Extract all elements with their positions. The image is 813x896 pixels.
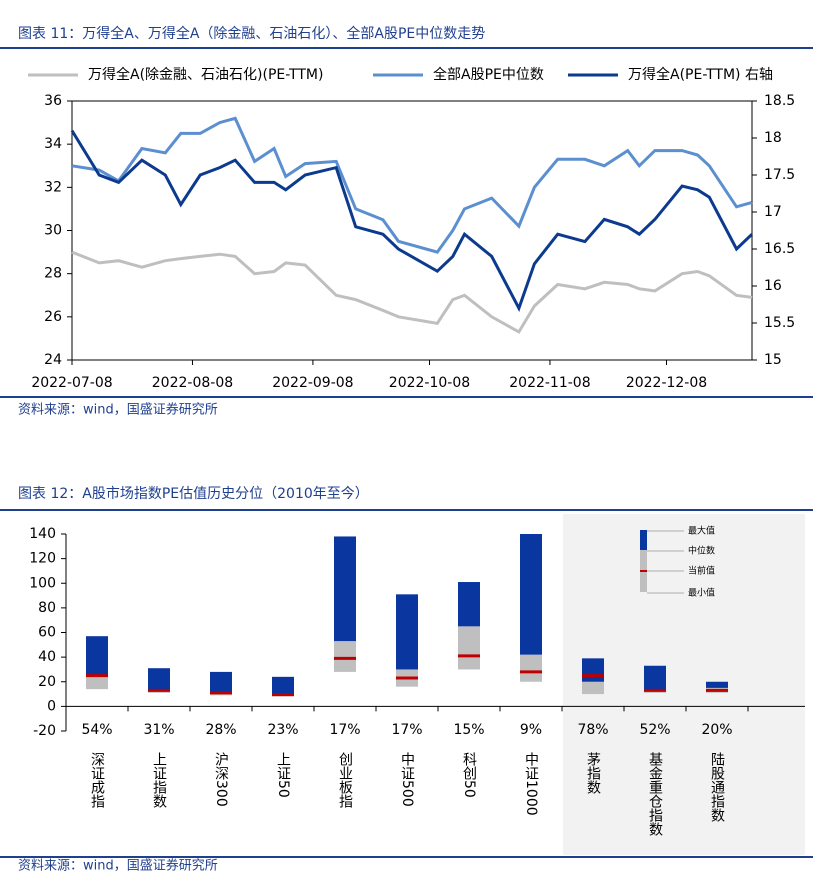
lower-range: [86, 676, 108, 690]
y-tick-label: 24: [44, 352, 62, 368]
category-label: 上证50: [275, 752, 291, 798]
lower-range: [334, 641, 356, 672]
x-tick-label: 2022-07-08: [31, 375, 112, 391]
y2-tick-label: 17: [764, 204, 782, 220]
y2-tick-label: 16: [764, 278, 782, 294]
percentile-label: 23%: [267, 722, 298, 738]
chart-title: 图表 12：A股市场指数PE估值历史分位（2010年至今）: [18, 485, 369, 502]
category-label: 中证1000: [523, 752, 539, 816]
upper-range: [396, 594, 418, 670]
category-label: 陆股通指数: [709, 752, 725, 822]
category-label: 创业板指: [337, 752, 353, 808]
upper-range: [458, 582, 480, 627]
x-tick-label: 2022-09-08: [272, 375, 353, 391]
lower-range: [458, 626, 480, 670]
series-line: [71, 116, 753, 254]
percentile-label: 20%: [701, 722, 732, 738]
y-tick-label: 36: [44, 93, 62, 109]
y-tick-label: 80: [38, 600, 56, 616]
series-line: [70, 129, 754, 312]
legend-label: 最大值: [688, 525, 715, 537]
category-label: 沪深300: [213, 752, 229, 807]
legend-label: 全部A股PE中位数: [433, 66, 544, 83]
y2-tick-label: 17.5: [764, 167, 795, 183]
source: 资料来源：wind，国盛证券研究所: [18, 858, 218, 874]
upper-range: [148, 668, 170, 690]
x-tick-label: 2022-08-08: [152, 375, 233, 391]
upper-range: [582, 658, 604, 682]
y2-tick-label: 15.5: [764, 315, 795, 331]
upper-range: [520, 534, 542, 655]
category-label: 中证500: [399, 752, 415, 807]
percentile-label: 28%: [205, 722, 236, 738]
y-tick-label: 120: [29, 551, 56, 567]
y-tick-label: 0: [47, 698, 56, 714]
x-tick-label: 2022-10-08: [389, 375, 470, 391]
category-label: 深证成指: [89, 752, 105, 808]
series-line: [71, 250, 753, 334]
legend-label: 中位数: [688, 545, 715, 557]
upper-range: [210, 671, 232, 692]
legend-label: 最小值: [688, 587, 715, 599]
y-tick-label: 60: [38, 625, 56, 641]
y-tick-label: 26: [44, 309, 62, 325]
percentile-label: 78%: [577, 722, 608, 738]
y-tick-label: 32: [44, 179, 62, 195]
category-label: 基金重仓指数: [647, 751, 663, 836]
legend-upper: [640, 530, 647, 550]
y2-tick-label: 15: [764, 352, 782, 368]
y-tick-label: 20: [38, 674, 56, 690]
x-tick-label: 2022-11-08: [509, 375, 590, 391]
legend-label: 万得全A(PE-TTM) 右轴: [628, 66, 773, 83]
y2-tick-label: 18.5: [764, 93, 795, 109]
upper-range: [706, 681, 728, 688]
percentile-label: 31%: [143, 722, 174, 738]
upper-range: [272, 676, 294, 695]
y2-tick-label: 18: [764, 130, 782, 146]
percentile-label: 15%: [453, 722, 484, 738]
category-label: 科创50: [461, 752, 477, 798]
y-tick-label: 28: [44, 266, 62, 282]
percentile-label: 52%: [639, 722, 670, 738]
legend-label: 万得全A(除金融、石油石化)(PE-TTM): [88, 66, 323, 83]
percentile-label: 54%: [81, 722, 112, 738]
y-tick-label: 34: [44, 136, 62, 152]
chart-title: 图表 11：万得全A、万得全A（除金融、石油石化）、全部A股PE中位数走势: [18, 25, 485, 42]
lower-range: [582, 681, 604, 695]
upper-range: [644, 665, 666, 690]
y-tick-label: -20: [33, 723, 56, 739]
category-label: 上证指数: [151, 752, 167, 808]
percentile-label: 9%: [520, 722, 542, 738]
legend-label: 当前值: [688, 565, 715, 577]
y-tick-label: 30: [44, 223, 62, 239]
y-tick-label: 100: [29, 575, 56, 591]
x-tick-label: 2022-12-08: [626, 375, 707, 391]
y-tick-label: 140: [29, 526, 56, 542]
upper-range: [334, 536, 356, 642]
y-tick-label: 40: [38, 649, 56, 665]
upper-range: [86, 636, 108, 677]
y2-tick-label: 16.5: [764, 241, 795, 257]
lower-range: [520, 654, 542, 682]
percentile-label: 17%: [391, 722, 422, 738]
source: 资料来源：wind，国盛证券研究所: [18, 402, 218, 418]
category-label: 茅指数: [585, 752, 601, 794]
percentile-label: 17%: [329, 722, 360, 738]
